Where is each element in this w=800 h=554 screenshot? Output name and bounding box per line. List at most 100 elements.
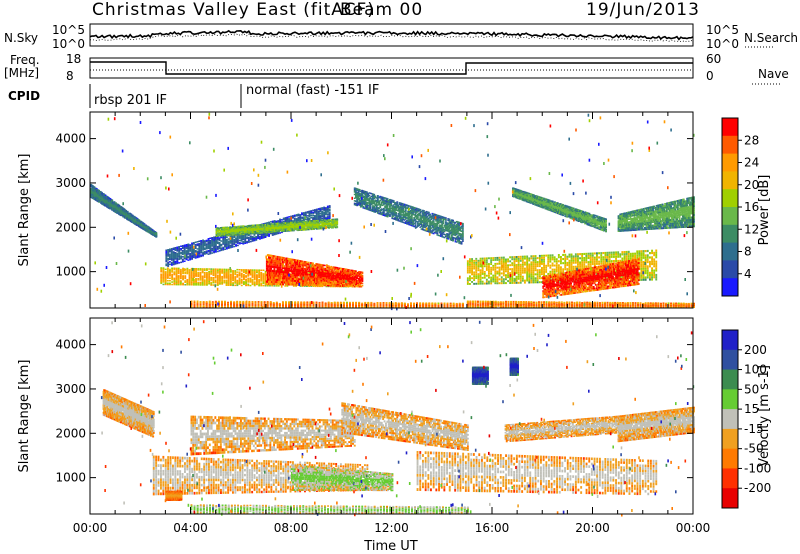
scatter-cell — [191, 247, 193, 249]
scatter-cell — [175, 250, 177, 252]
scatter-cell — [239, 242, 241, 244]
scatter-cell — [222, 247, 224, 249]
scatter-cell — [283, 218, 285, 220]
scatter-cell — [200, 254, 202, 256]
scatter-cell — [197, 243, 199, 245]
scatter-cell — [176, 249, 178, 251]
scatter-cell — [165, 252, 167, 254]
scatter-cell — [173, 264, 175, 266]
scatter-cell — [171, 257, 173, 259]
scatter-cell — [312, 210, 314, 212]
scatter-cell — [184, 252, 186, 254]
scatter-cell — [167, 249, 169, 251]
scatter-cell — [186, 244, 188, 246]
scatter-cell — [309, 211, 311, 213]
scatter-cell — [241, 243, 243, 245]
scatter-cell — [217, 251, 219, 253]
scatter-cell — [233, 239, 235, 241]
scatter-cell — [220, 247, 222, 249]
scatter-cell — [169, 255, 171, 256]
scatter-cell — [169, 261, 171, 263]
scatter-cell — [307, 211, 309, 213]
power-data — [90, 113, 695, 311]
scatter-cell — [186, 251, 188, 253]
scatter-cell — [169, 257, 171, 259]
scatter-cell — [187, 256, 189, 258]
scatter-cell — [217, 246, 219, 248]
scatter-cell — [283, 221, 285, 223]
scatter-cell — [301, 220, 303, 222]
scatter-cell — [279, 219, 281, 221]
scatter-cell — [219, 242, 221, 244]
scatter-cell — [165, 250, 167, 252]
scatter-cell — [197, 251, 199, 253]
scatter-cell — [259, 236, 261, 238]
scatter-cell — [187, 244, 189, 246]
scatter-cell — [204, 251, 206, 253]
scatter-cell — [206, 240, 208, 242]
scatter-cell — [208, 250, 210, 252]
scatter-cell — [189, 253, 191, 255]
scatter-cell — [219, 250, 221, 252]
scatter-cell — [301, 217, 303, 219]
scatter-cell — [209, 240, 211, 242]
scatter-cell — [211, 237, 213, 239]
scatter-cell — [204, 240, 206, 242]
scatter-cell — [294, 215, 296, 217]
scatter-cell — [198, 241, 200, 243]
scatter-cell — [178, 252, 180, 254]
scatter-cell — [281, 219, 283, 221]
scatter-cell — [279, 232, 281, 234]
scatter-cell — [182, 245, 184, 247]
scatter-cell — [167, 259, 169, 261]
scatter-cell — [187, 252, 189, 254]
scatter-cell — [226, 237, 228, 239]
scatter-cell — [202, 240, 204, 242]
scatter-cell — [182, 251, 184, 253]
scatter-cell — [230, 245, 232, 247]
scatter-cell — [246, 236, 248, 238]
scatter-cell — [307, 215, 309, 217]
scatter-cell — [167, 262, 169, 264]
scatter-cell — [314, 209, 316, 211]
scatter-cell — [252, 236, 254, 238]
scatter-cell — [250, 241, 252, 243]
scatter-cell — [242, 241, 244, 243]
scatter-cell — [274, 220, 276, 222]
scatter-cell — [169, 264, 171, 266]
scatter-cell — [173, 251, 175, 253]
scatter-cell — [250, 235, 252, 237]
scatter-cell — [171, 262, 173, 264]
scatter-cell — [167, 258, 169, 260]
scatter-cell — [312, 217, 314, 219]
scatter-cell — [178, 262, 180, 264]
scatter-cell — [296, 218, 298, 220]
scatter-cell — [180, 255, 182, 257]
scatter-cell — [186, 250, 188, 252]
scatter-cell — [224, 249, 226, 251]
scatter-cell — [169, 251, 171, 253]
scatter-cell — [175, 257, 177, 259]
freq-panel — [90, 58, 780, 84]
scatter-cell — [318, 211, 320, 213]
scatter-cell — [184, 245, 186, 247]
scatter-cell — [206, 250, 208, 252]
scatter-cell — [219, 237, 221, 239]
scatter-cell — [266, 222, 268, 224]
scatter-cell — [191, 243, 193, 245]
scatter-cell — [173, 261, 175, 263]
scatter-cell — [307, 217, 309, 219]
scatter-cell — [288, 218, 290, 220]
scatter-cell — [268, 233, 270, 235]
scatter-cell — [169, 254, 171, 256]
scatter-cell — [176, 247, 178, 249]
scatter-cell — [165, 257, 167, 259]
scatter-cell — [235, 237, 237, 239]
scatter-cell — [184, 261, 186, 263]
scatter-cell — [233, 246, 235, 248]
noise-panel — [90, 24, 775, 47]
scatter-cell — [178, 246, 180, 248]
scatter-cell — [309, 218, 311, 220]
scatter-cell — [182, 256, 184, 258]
freq-line — [90, 62, 693, 74]
